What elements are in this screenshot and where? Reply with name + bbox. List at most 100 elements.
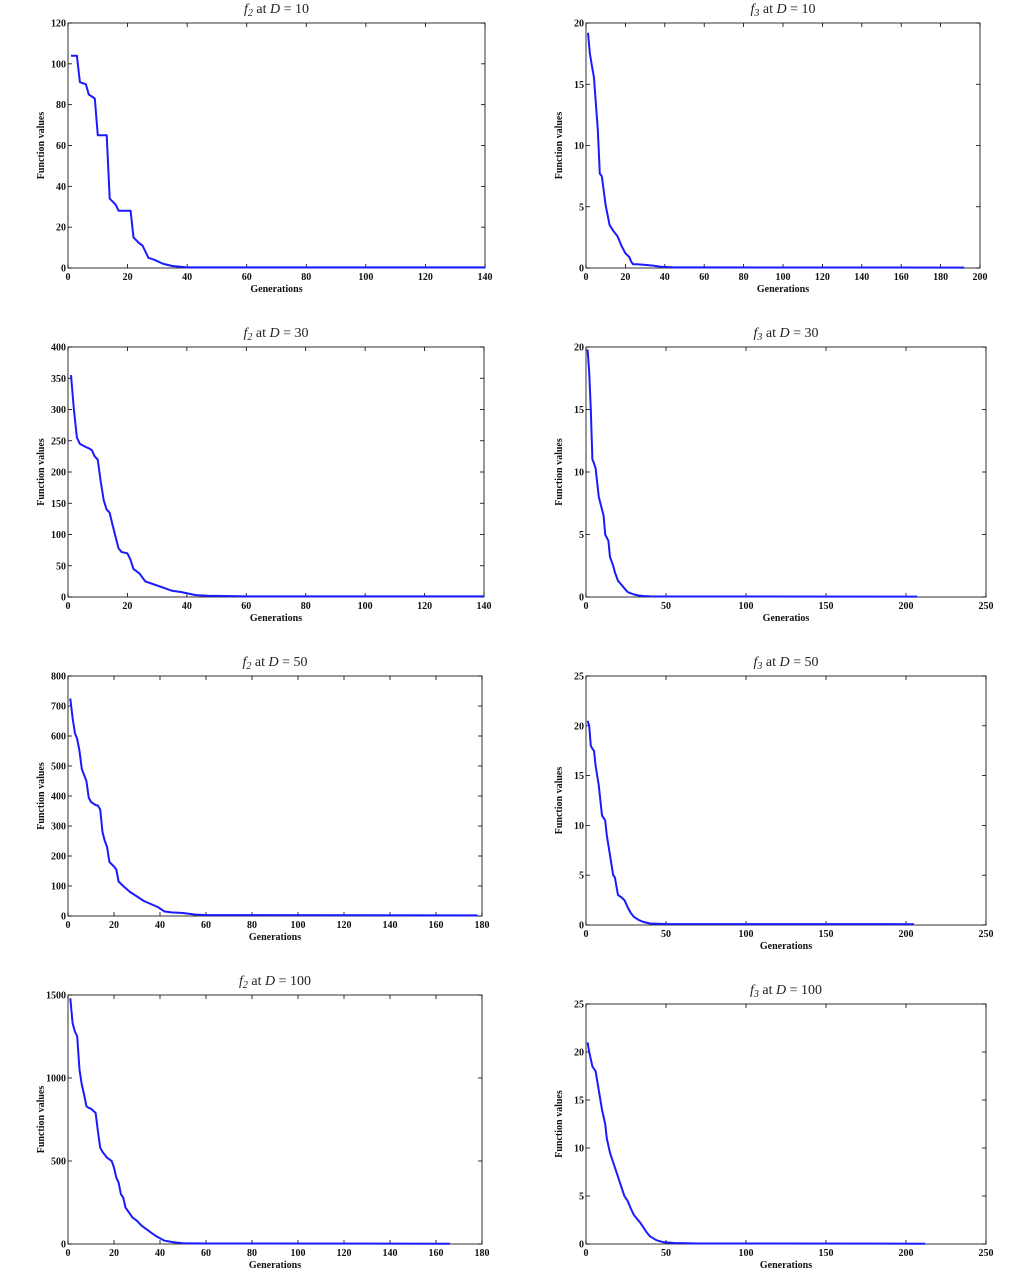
- y-tick-label: 0: [61, 912, 66, 923]
- x-tick-label: 180: [933, 272, 948, 283]
- x-tick-label: 80: [247, 1248, 257, 1259]
- x-tick-label: 200: [899, 929, 914, 940]
- title-function: f: [753, 655, 759, 670]
- x-tick-label: 20: [122, 601, 132, 612]
- x-tick-label: 60: [201, 920, 211, 931]
- x-axis-label: Generations: [249, 932, 301, 943]
- y-tick-label: 0: [579, 921, 584, 932]
- y-tick-label: 100: [51, 59, 66, 70]
- title-at: at: [759, 2, 776, 17]
- title-function: f: [243, 326, 249, 341]
- x-axis-label: Generations: [250, 284, 302, 295]
- y-tick-label: 500: [51, 1157, 66, 1168]
- x-tick-label: 0: [66, 601, 71, 612]
- y-tick-label: 25: [574, 1000, 584, 1011]
- title-subscript: 3: [753, 8, 759, 19]
- x-tick-label: 200: [899, 601, 914, 612]
- x-tick-label: 80: [739, 272, 749, 283]
- x-tick-label: 60: [242, 272, 252, 283]
- y-tick-label: 20: [574, 1048, 584, 1059]
- y-tick-label: 10: [574, 141, 584, 152]
- y-axis-label: Function values: [36, 112, 47, 180]
- y-tick-label: 5: [579, 1192, 584, 1203]
- plot-frame: [585, 22, 981, 269]
- plot-frame: [67, 994, 483, 1245]
- y-tick-label: 20: [56, 223, 66, 234]
- x-tick-label: 250: [979, 1248, 994, 1259]
- y-tick-label: 300: [51, 405, 66, 416]
- y-tick-label: 10: [574, 1144, 584, 1155]
- x-tick-label: 40: [182, 601, 192, 612]
- x-tick-label: 60: [241, 601, 251, 612]
- y-tick-label: 60: [56, 141, 66, 152]
- chart-title: f2 at D = 10: [244, 2, 309, 19]
- y-tick-label: 15: [574, 80, 584, 91]
- x-tick-label: 100: [739, 929, 754, 940]
- y-tick-label: 20: [574, 343, 584, 354]
- x-tick-label: 100: [739, 1248, 754, 1259]
- x-tick-label: 20: [123, 272, 133, 283]
- title-subscript: 3: [756, 332, 762, 343]
- title-variable: D: [269, 2, 280, 17]
- y-tick-label: 50: [56, 561, 66, 572]
- x-tick-label: 250: [979, 929, 994, 940]
- series-line: [587, 32, 965, 269]
- series-line: [71, 54, 485, 269]
- title-subscript: 2: [246, 661, 251, 672]
- chart-title: f2 at D = 50: [242, 655, 307, 672]
- chart-panel-5: f2 at D = 50 0 20 40 60 80 100 120 140 160 180 0 100…: [36, 655, 490, 943]
- x-tick-label: 140: [383, 920, 398, 931]
- x-tick-label: 0: [66, 1248, 71, 1259]
- title-variable: D: [778, 326, 789, 341]
- y-tick-label: 20: [574, 19, 584, 30]
- x-tick-label: 140: [854, 272, 869, 283]
- y-tick-label: 15: [574, 405, 584, 416]
- y-tick-label: 0: [579, 264, 584, 275]
- y-tick-label: 10: [574, 468, 584, 479]
- title-at: at: [253, 2, 270, 17]
- title-variable: D: [775, 2, 786, 17]
- y-axis-label: Function values: [36, 762, 47, 830]
- plot-frame: [67, 22, 486, 269]
- title-function: f: [244, 2, 250, 17]
- x-tick-label: 100: [776, 272, 791, 283]
- title-equals: = 10: [787, 2, 816, 17]
- title-subscript: 3: [756, 661, 762, 672]
- y-tick-label: 400: [51, 343, 66, 354]
- series-line: [586, 1042, 926, 1245]
- series-line: [586, 720, 915, 926]
- x-tick-label: 50: [661, 601, 671, 612]
- title-subscript: 2: [247, 332, 252, 343]
- x-axis-label: Generations: [250, 613, 302, 624]
- series-line: [586, 349, 918, 598]
- title-equals: = 100: [786, 983, 822, 998]
- x-tick-label: 20: [109, 920, 119, 931]
- x-tick-label: 50: [661, 1248, 671, 1259]
- y-tick-label: 0: [61, 1240, 66, 1251]
- y-tick-label: 500: [51, 762, 66, 773]
- x-tick-label: 200: [899, 1248, 914, 1259]
- y-tick-label: 0: [61, 593, 66, 604]
- x-tick-label: 180: [475, 920, 490, 931]
- y-tick-label: 5: [579, 530, 584, 541]
- x-tick-label: 20: [620, 272, 630, 283]
- title-subscript: 2: [248, 8, 253, 19]
- y-tick-label: 250: [51, 436, 66, 447]
- x-tick-label: 60: [201, 1248, 211, 1259]
- x-tick-label: 0: [584, 601, 589, 612]
- x-tick-label: 160: [429, 1248, 444, 1259]
- x-axis-label: Generations: [249, 1260, 301, 1271]
- y-tick-label: 1000: [46, 1074, 66, 1085]
- y-tick-label: 1500: [46, 991, 66, 1002]
- x-tick-label: 40: [155, 1248, 165, 1259]
- chart-title: f3 at D = 10: [750, 2, 815, 19]
- x-tick-label: 150: [819, 1248, 834, 1259]
- x-tick-label: 150: [819, 601, 834, 612]
- x-tick-label: 40: [155, 920, 165, 931]
- x-tick-label: 100: [358, 601, 373, 612]
- y-axis-label: Function values: [36, 1086, 47, 1154]
- x-tick-label: 50: [661, 929, 671, 940]
- plot-frame: [67, 675, 483, 917]
- x-tick-label: 250: [979, 601, 994, 612]
- x-tick-label: 0: [584, 1248, 589, 1259]
